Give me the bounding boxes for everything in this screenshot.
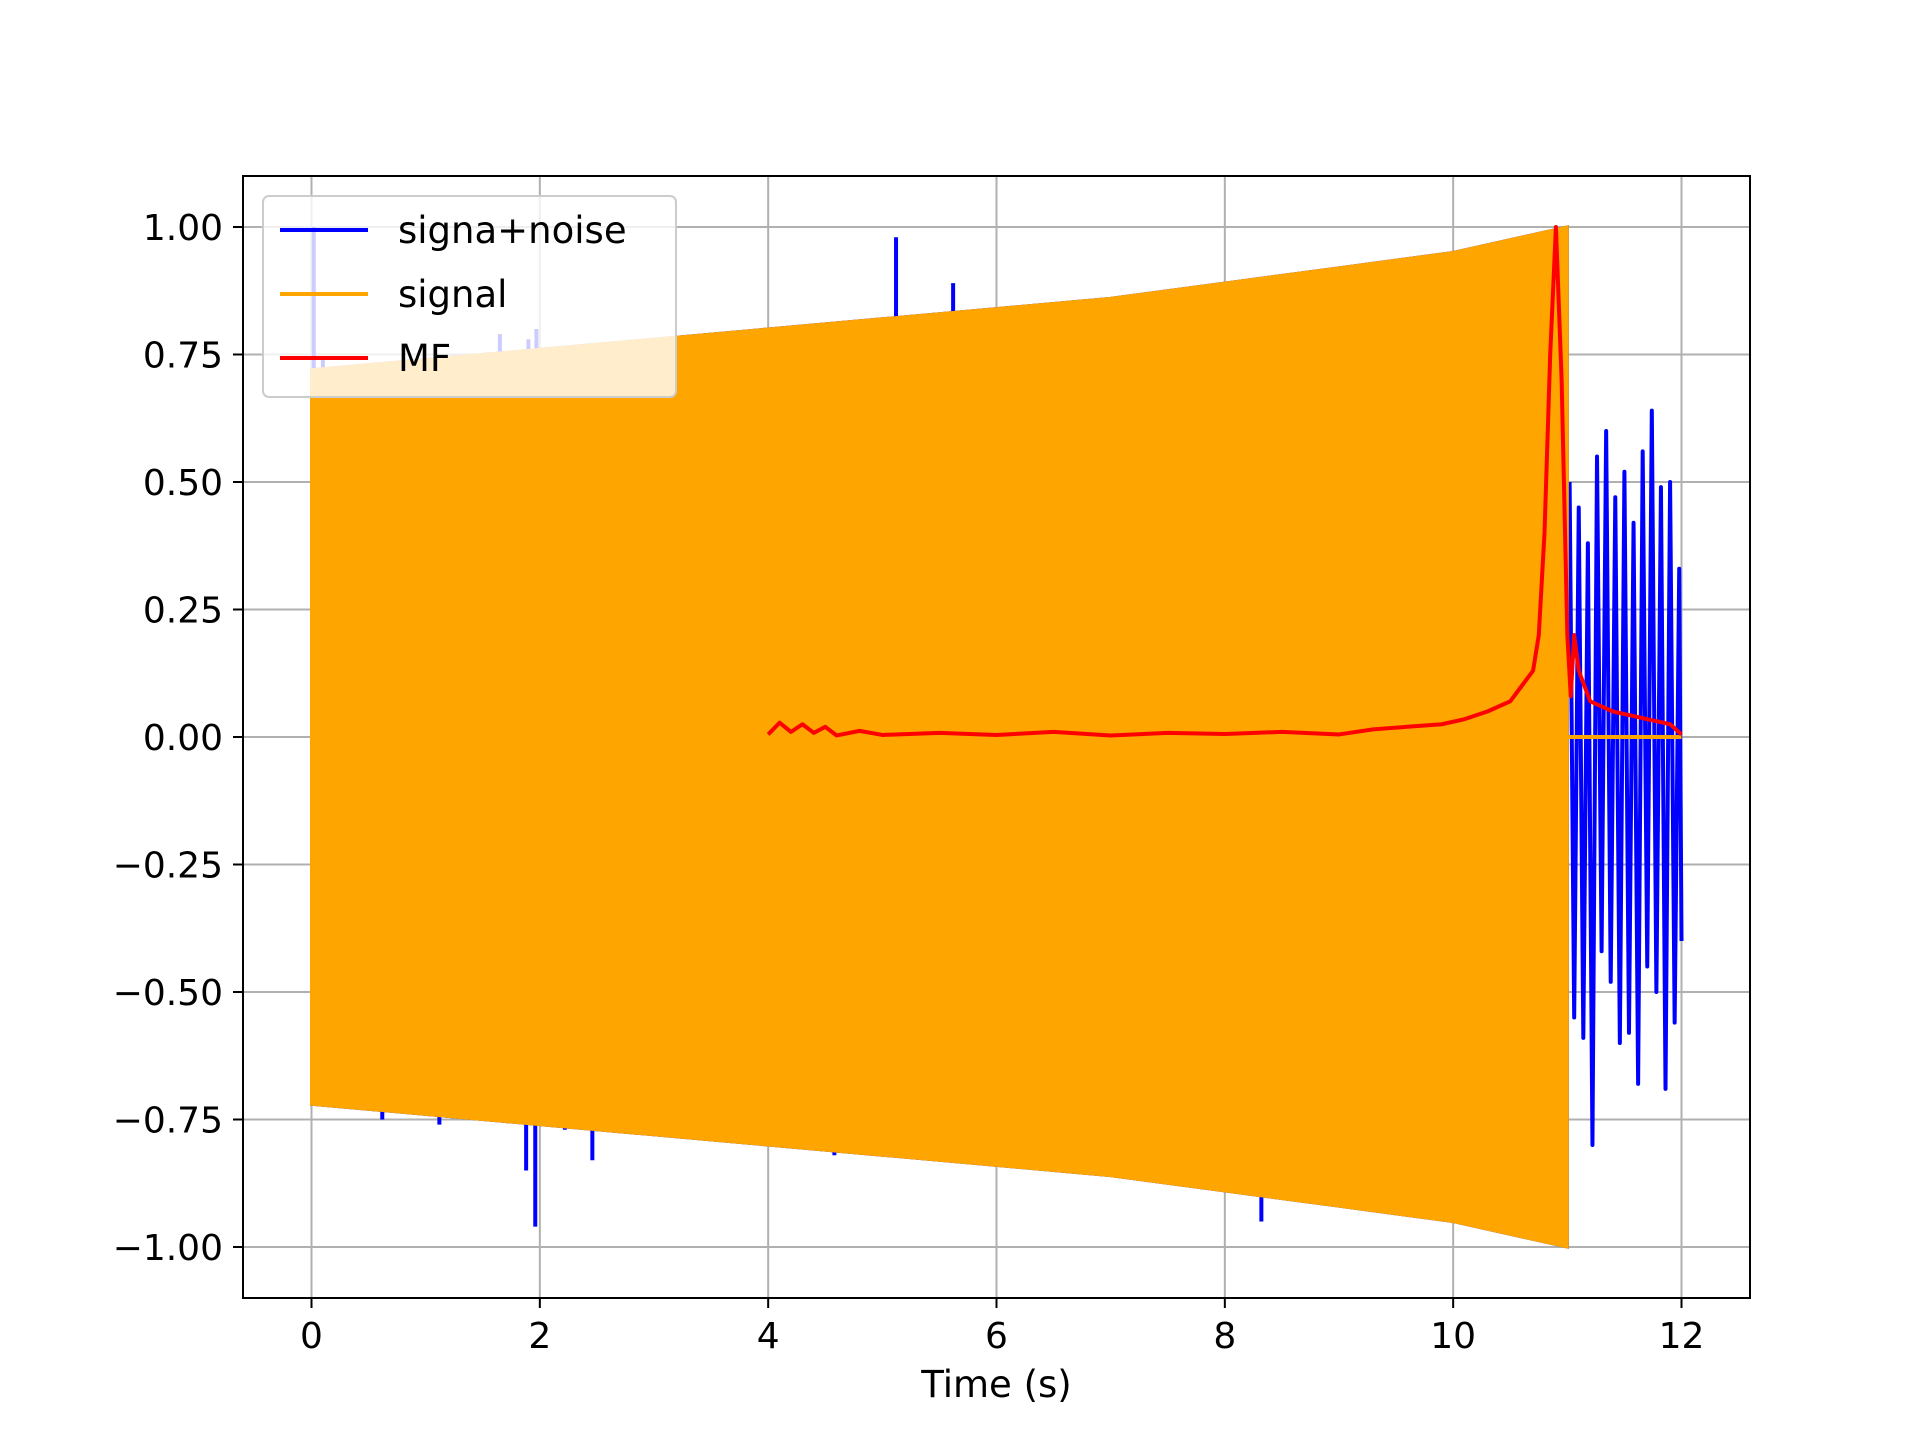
y-tick-label: −0.50 bbox=[113, 973, 223, 1014]
series-signal-envelope bbox=[310, 225, 1569, 1249]
legend: signa+noise signal MF bbox=[262, 195, 677, 398]
y-tick-label: 0.75 bbox=[143, 336, 223, 377]
x-axis-label: Time (s) bbox=[920, 1363, 1071, 1406]
series-signal-noise-tail bbox=[1567, 408, 1684, 1147]
y-tick-label: 0.50 bbox=[143, 463, 223, 504]
x-tick-label: 2 bbox=[528, 1316, 551, 1357]
x-tick-label: 10 bbox=[1430, 1316, 1476, 1357]
x-tick-label: 0 bbox=[300, 1316, 323, 1357]
y-tick-label: 0.00 bbox=[143, 718, 223, 759]
x-tick-label: 12 bbox=[1659, 1316, 1705, 1357]
series-mf-line bbox=[766, 225, 1683, 738]
y-tick-label: −0.75 bbox=[113, 1101, 223, 1142]
plot-area bbox=[310, 225, 1684, 1249]
y-tick-label: 0.25 bbox=[143, 591, 223, 632]
y-tick-label: −0.25 bbox=[113, 846, 223, 887]
legend-label: signal bbox=[398, 273, 507, 316]
x-tick-label: 4 bbox=[757, 1316, 780, 1357]
x-tick-label: 6 bbox=[985, 1316, 1008, 1357]
legend-label: MF bbox=[398, 337, 451, 380]
legend-box bbox=[262, 195, 677, 398]
ticks: 0 2 4 6 8 10 12 1.00 0.75 0.50 0.25 0.00 −0.25 −0.50 −… bbox=[113, 208, 1705, 1357]
y-tick-label: 1.00 bbox=[143, 208, 223, 249]
x-tick-label: 8 bbox=[1213, 1316, 1236, 1357]
legend-label: signa+noise bbox=[398, 209, 627, 252]
y-tick-label: −1.00 bbox=[113, 1228, 223, 1269]
